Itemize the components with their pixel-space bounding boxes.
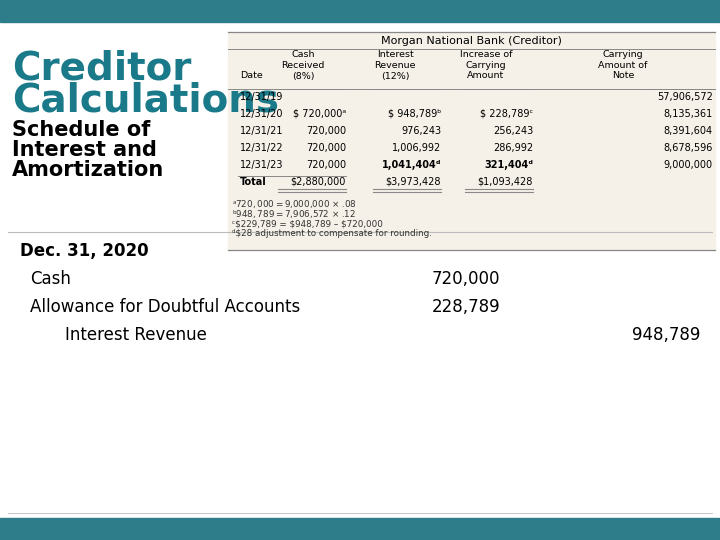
Text: 720,000: 720,000 xyxy=(306,126,346,136)
Text: 57,906,572: 57,906,572 xyxy=(657,92,713,102)
Text: Copyright ©2019 John Wiley & Sons, Inc.: Copyright ©2019 John Wiley & Sons, Inc. xyxy=(246,524,474,534)
Text: Calculations: Calculations xyxy=(12,82,279,120)
Text: 720,000: 720,000 xyxy=(431,270,500,288)
Text: ᵃ$720,000 = $9,000,000 × .08: ᵃ$720,000 = $9,000,000 × .08 xyxy=(232,198,357,210)
Text: Dec. 31, 2020: Dec. 31, 2020 xyxy=(20,242,148,260)
Text: Cash
Received
(8%): Cash Received (8%) xyxy=(282,50,325,80)
Text: 321,404ᵈ: 321,404ᵈ xyxy=(484,160,533,170)
Text: 228,789: 228,789 xyxy=(431,298,500,316)
Text: Schedule of: Schedule of xyxy=(12,120,150,140)
Text: $ 948,789ᵇ: $ 948,789ᵇ xyxy=(387,109,441,119)
Text: 8,678,596: 8,678,596 xyxy=(664,143,713,153)
Bar xyxy=(0,518,720,540)
Text: Increase of
Carrying
Amount: Increase of Carrying Amount xyxy=(460,50,512,80)
Text: ᶜ$229,789 = $948,789 – $720,000: ᶜ$229,789 = $948,789 – $720,000 xyxy=(232,219,383,228)
Bar xyxy=(228,32,715,250)
Text: 1,006,992: 1,006,992 xyxy=(392,143,441,153)
Text: ᵈ$28 adjustment to compensate for rounding.: ᵈ$28 adjustment to compensate for roundi… xyxy=(232,230,432,239)
Text: 9,000,000: 9,000,000 xyxy=(664,160,713,170)
Text: 12/31/19: 12/31/19 xyxy=(240,92,284,102)
Text: Date: Date xyxy=(240,71,263,80)
Text: Interest Revenue: Interest Revenue xyxy=(65,326,207,344)
Text: 948,789: 948,789 xyxy=(631,326,700,344)
Text: 91: 91 xyxy=(698,524,712,534)
Text: Amortization: Amortization xyxy=(12,160,164,180)
Text: Allowance for Doubtful Accounts: Allowance for Doubtful Accounts xyxy=(30,298,300,316)
Text: 976,243: 976,243 xyxy=(401,126,441,136)
Text: 12/31/22: 12/31/22 xyxy=(240,143,284,153)
Text: 12/31/20: 12/31/20 xyxy=(240,109,284,119)
Text: Carrying
Amount of
Note: Carrying Amount of Note xyxy=(598,50,648,80)
Text: 256,243: 256,243 xyxy=(492,126,533,136)
Text: 8,135,361: 8,135,361 xyxy=(664,109,713,119)
Text: $3,973,428: $3,973,428 xyxy=(385,177,441,187)
Text: Interest
Revenue
(12%): Interest Revenue (12%) xyxy=(374,50,415,80)
Text: Total: Total xyxy=(240,177,266,187)
Text: 12/31/21: 12/31/21 xyxy=(240,126,284,136)
Text: Cash: Cash xyxy=(30,270,71,288)
Text: Interest and: Interest and xyxy=(12,140,157,160)
Text: 286,992: 286,992 xyxy=(493,143,533,153)
Bar xyxy=(0,0,720,22)
Text: 12/31/23: 12/31/23 xyxy=(240,160,284,170)
Text: Morgan National Bank (Creditor): Morgan National Bank (Creditor) xyxy=(381,36,562,46)
Text: ᵇ$948,789 = $7,906,572 × .12: ᵇ$948,789 = $7,906,572 × .12 xyxy=(232,208,356,220)
Text: LO 5: LO 5 xyxy=(8,524,33,534)
Text: Creditor: Creditor xyxy=(12,50,192,88)
Text: $2,880,000: $2,880,000 xyxy=(291,177,346,187)
Text: 720,000: 720,000 xyxy=(306,160,346,170)
Text: $ 720,000ᵃ: $ 720,000ᵃ xyxy=(293,109,346,119)
Text: 1,041,404ᵈ: 1,041,404ᵈ xyxy=(382,160,441,170)
Text: $ 228,789ᶜ: $ 228,789ᶜ xyxy=(480,109,533,119)
Text: 720,000: 720,000 xyxy=(306,143,346,153)
Text: $1,093,428: $1,093,428 xyxy=(477,177,533,187)
Text: 8,391,604: 8,391,604 xyxy=(664,126,713,136)
